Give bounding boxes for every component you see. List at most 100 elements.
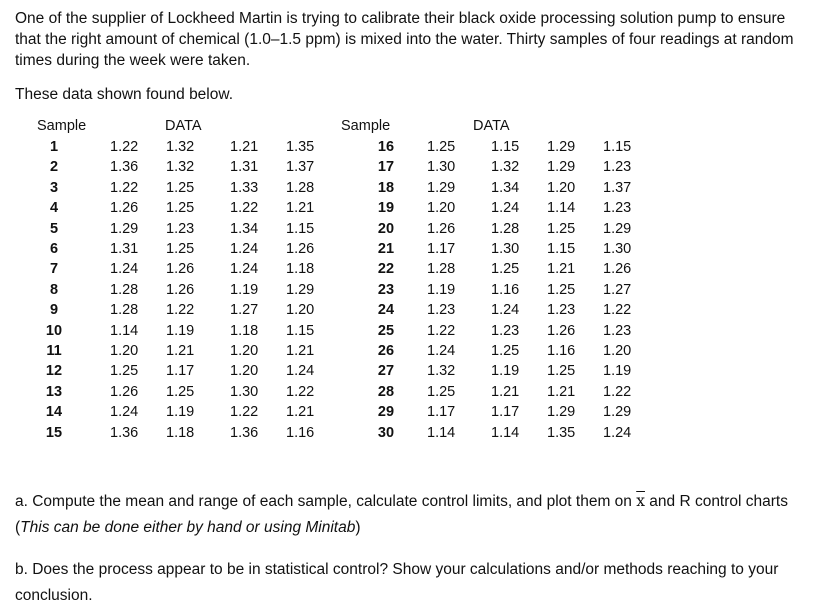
reading-cell: 1.32 <box>166 159 195 176</box>
reading-cell: 1.29 <box>603 220 632 237</box>
reading-cell: 1.24 <box>491 302 520 319</box>
reading-cell: 1.22 <box>110 139 139 155</box>
sample-number: 21 <box>377 241 395 257</box>
sample-number: 16 <box>377 139 395 155</box>
reading-cell: 1.21 <box>547 383 576 400</box>
reading-cell: 1.21 <box>230 139 259 155</box>
reading-cell: 1.27 <box>230 302 259 319</box>
reading-cell: 1.21 <box>286 404 315 421</box>
reading-cell: 1.24 <box>286 363 315 380</box>
reading-cell: 1.29 <box>547 139 576 155</box>
reading-cell: 1.20 <box>547 179 576 196</box>
sample-number: 7 <box>49 261 59 278</box>
sample-number: 2 <box>49 159 59 176</box>
reading-cell: 1.23 <box>427 302 456 319</box>
sample-number: 26 <box>377 343 395 359</box>
sample-number: 19 <box>377 200 395 217</box>
reading-cell: 1.33 <box>230 179 259 196</box>
reading-cell: 1.28 <box>110 281 139 298</box>
sample-number: 30 <box>377 424 395 441</box>
reading-cell: 1.28 <box>110 302 139 319</box>
reading-cell: 1.24 <box>230 261 259 278</box>
sample-number: 5 <box>49 220 59 237</box>
reading-cell: 1.22 <box>427 322 456 339</box>
reading-cell: 1.24 <box>491 200 520 217</box>
reading-cell: 1.22 <box>286 383 315 400</box>
reading-cell: 1.30 <box>230 383 259 400</box>
reading-cell: 1.30 <box>491 241 520 257</box>
reading-cell: 1.26 <box>166 261 195 278</box>
question-a-note: This can be done either by hand or using… <box>20 519 356 536</box>
sample-number: 12 <box>45 363 63 380</box>
reading-cell: 1.25 <box>491 343 520 359</box>
reading-cell: 1.24 <box>427 343 456 359</box>
reading-cell: 1.20 <box>286 302 315 319</box>
reading-cell: 1.29 <box>110 220 139 237</box>
reading-cell: 1.25 <box>427 139 456 155</box>
reading-cell: 1.35 <box>286 139 315 155</box>
reading-cell: 1.14 <box>491 424 520 441</box>
reading-cell: 1.15 <box>547 241 576 257</box>
sample-number: 8 <box>49 281 59 298</box>
reading-cell: 1.32 <box>491 159 520 176</box>
reading-cell: 1.31 <box>230 159 259 176</box>
data-header-left: DATA <box>165 118 202 134</box>
sample-number: 24 <box>377 302 395 319</box>
sample-number: 10 <box>45 322 63 339</box>
question-a-text-mid: and R control charts ( <box>15 493 788 536</box>
reading-cell: 1.21 <box>286 343 315 359</box>
reading-cell: 1.34 <box>491 179 520 196</box>
reading-cell: 1.37 <box>603 179 632 196</box>
reading-cell: 1.19 <box>230 281 259 298</box>
sample-number: 1 <box>49 139 59 155</box>
sample-number: 18 <box>377 179 395 196</box>
reading-cell: 1.22 <box>230 404 259 421</box>
reading-cell: 1.16 <box>547 343 576 359</box>
reading-cell: 1.27 <box>603 281 632 298</box>
reading-cell: 1.15 <box>286 220 315 237</box>
reading-cell: 1.21 <box>286 200 315 217</box>
reading-cell: 1.17 <box>427 241 456 257</box>
reading-cell: 1.20 <box>603 343 632 359</box>
reading-cell: 1.25 <box>166 179 195 196</box>
reading-cell: 1.23 <box>547 302 576 319</box>
reading-cell: 1.32 <box>427 363 456 380</box>
sample-number: 29 <box>377 404 395 421</box>
sample-number: 11 <box>46 343 62 359</box>
reading-cell: 1.30 <box>603 241 632 257</box>
reading-cell: 1.14 <box>110 322 139 339</box>
reading-cell: 1.26 <box>110 200 139 217</box>
question-b: b. Does the process appear to be in stat… <box>15 561 779 604</box>
reading-cell: 1.26 <box>603 261 632 278</box>
data-header-right: DATA <box>473 118 510 134</box>
reading-cell: 1.23 <box>491 322 520 339</box>
sample-number: 25 <box>377 322 395 339</box>
sample-header-right: Sample <box>341 118 391 134</box>
reading-cell: 1.19 <box>603 363 632 380</box>
reading-cell: 1.18 <box>230 322 259 339</box>
reading-cell: 1.25 <box>166 200 195 217</box>
reading-cell: 1.19 <box>166 404 195 421</box>
reading-cell: 1.24 <box>110 261 139 278</box>
reading-cell: 1.14 <box>547 200 576 217</box>
sample-number: 23 <box>377 281 395 298</box>
reading-cell: 1.30 <box>427 159 456 176</box>
reading-cell: 1.15 <box>491 139 520 155</box>
reading-cell: 1.24 <box>603 424 632 441</box>
reading-cell: 1.25 <box>547 363 576 380</box>
sample-number: 13 <box>45 383 63 400</box>
reading-cell: 1.22 <box>230 200 259 217</box>
reading-cell: 1.16 <box>286 424 315 441</box>
reading-cell: 1.21 <box>166 343 195 359</box>
reading-cell: 1.28 <box>491 220 520 237</box>
reading-cell: 1.26 <box>166 281 195 298</box>
question-a-text-end: ) <box>355 519 361 536</box>
question-a-text: a. Compute the mean and range of each sa… <box>15 493 637 510</box>
reading-cell: 1.19 <box>491 363 520 380</box>
reading-cell: 1.25 <box>166 383 195 400</box>
reading-cell: 1.14 <box>427 424 456 441</box>
reading-cell: 1.22 <box>110 179 139 196</box>
intro-paragraph: One of the supplier of Lockheed Martin i… <box>15 10 794 69</box>
reading-cell: 1.20 <box>230 343 259 359</box>
reading-cell: 1.24 <box>230 241 259 257</box>
